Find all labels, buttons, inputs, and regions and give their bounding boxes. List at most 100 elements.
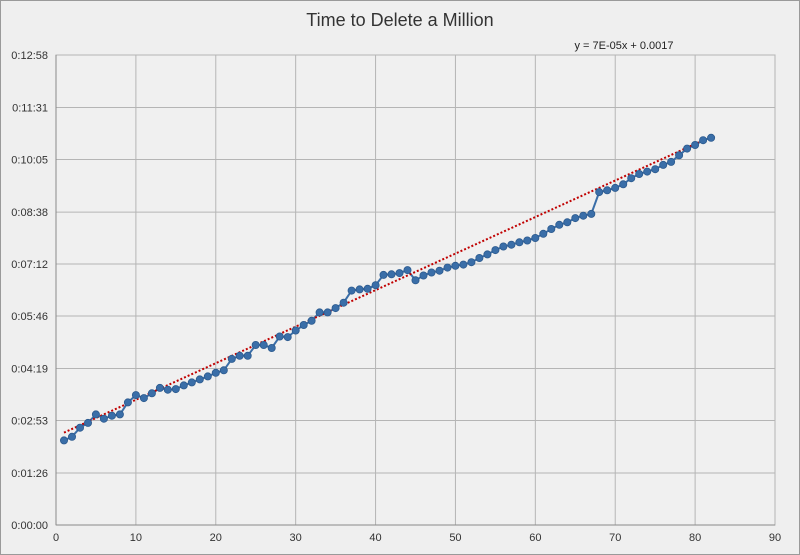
- data-point: [651, 165, 660, 174]
- data-point: [147, 389, 156, 398]
- data-point: [395, 269, 404, 278]
- data-point: [531, 233, 540, 242]
- data-point: [371, 281, 380, 290]
- data-point: [547, 224, 556, 233]
- data-point: [499, 242, 508, 251]
- y-tick-label: 0:07:12: [11, 259, 48, 271]
- data-point: [411, 276, 420, 285]
- data-point: [683, 144, 692, 153]
- data-point: [283, 333, 292, 342]
- data-point: [563, 218, 572, 227]
- data-point: [587, 209, 596, 218]
- data-point: [187, 378, 196, 387]
- data-point: [435, 266, 444, 275]
- y-tick-label: 0:04:19: [11, 364, 48, 376]
- data-point: [483, 250, 492, 259]
- data-point: [84, 418, 93, 427]
- data-point: [659, 160, 668, 169]
- data-point: [387, 270, 396, 279]
- data-point: [131, 391, 140, 400]
- data-point: [347, 286, 356, 295]
- data-point: [675, 151, 684, 160]
- data-point: [355, 285, 364, 294]
- data-point: [475, 253, 484, 262]
- y-tick-label: 0:11:31: [12, 103, 48, 115]
- data-point: [579, 211, 588, 220]
- data-point: [179, 381, 188, 390]
- data-point: [667, 157, 676, 166]
- data-point: [307, 316, 316, 325]
- data-point: [195, 375, 204, 384]
- data-point: [339, 298, 348, 307]
- data-point: [451, 261, 460, 270]
- data-point: [571, 214, 580, 223]
- data-point: [267, 343, 276, 352]
- data-point: [507, 240, 516, 249]
- data-point: [691, 140, 700, 149]
- y-tick-label: 0:01:26: [11, 468, 48, 480]
- y-tick-label: 0:08:38: [11, 207, 48, 219]
- data-point: [539, 229, 548, 238]
- data-point: [291, 326, 300, 335]
- x-tick-label: 20: [210, 532, 222, 544]
- data-point: [251, 340, 260, 349]
- trendline-equation: y = 7E-05x + 0.0017: [574, 40, 673, 52]
- data-point: [68, 432, 77, 441]
- data-point: [403, 266, 412, 275]
- data-point: [227, 354, 236, 363]
- data-point: [331, 304, 340, 313]
- data-point: [699, 136, 708, 145]
- data-point: [627, 174, 636, 183]
- x-tick-label: 60: [529, 532, 541, 544]
- data-point: [443, 263, 452, 272]
- data-point: [603, 186, 612, 195]
- data-point: [235, 351, 244, 360]
- y-tick-label: 0:10:05: [11, 155, 48, 167]
- data-point: [171, 385, 180, 394]
- data-point: [139, 394, 148, 403]
- y-tick-label: 0:05:46: [11, 311, 48, 323]
- y-tick-label: 0:02:53: [11, 415, 48, 427]
- plot-background: [55, 54, 776, 526]
- data-point: [107, 411, 116, 420]
- data-point: [555, 220, 564, 229]
- data-point: [523, 236, 532, 245]
- data-point: [76, 423, 85, 432]
- x-tick-label: 0: [53, 532, 59, 544]
- data-point: [203, 372, 212, 381]
- data-point: [299, 320, 308, 329]
- y-tick-label: 0:00:00: [11, 520, 48, 532]
- x-tick-label: 80: [689, 532, 701, 544]
- trendline: [63, 135, 712, 434]
- data-point: [99, 414, 108, 423]
- data-point: [91, 410, 100, 419]
- data-point: [123, 398, 132, 407]
- data-point: [491, 246, 500, 255]
- data-point: [275, 332, 284, 341]
- data-point: [315, 308, 324, 317]
- data-point: [60, 436, 69, 445]
- data-point: [163, 385, 172, 394]
- x-tick-label: 90: [769, 532, 781, 544]
- data-point: [515, 238, 524, 247]
- data-point: [323, 308, 332, 317]
- y-tick-label: 0:12:58: [11, 50, 48, 62]
- data-point: [619, 180, 628, 189]
- data-point: [611, 183, 620, 192]
- data-point: [419, 271, 428, 280]
- series-line: [63, 136, 712, 442]
- data-point: [243, 351, 252, 360]
- data-point: [427, 268, 436, 277]
- data-point: [459, 260, 468, 269]
- data-point: [155, 383, 164, 392]
- data-point: [211, 368, 220, 377]
- x-tick-label: 10: [130, 532, 142, 544]
- data-point: [643, 167, 652, 176]
- data-point: [259, 340, 268, 349]
- data-point: [635, 169, 644, 178]
- data-point: [363, 284, 372, 293]
- data-point: [595, 188, 604, 197]
- data-point: [379, 270, 388, 279]
- data-point: [219, 366, 228, 375]
